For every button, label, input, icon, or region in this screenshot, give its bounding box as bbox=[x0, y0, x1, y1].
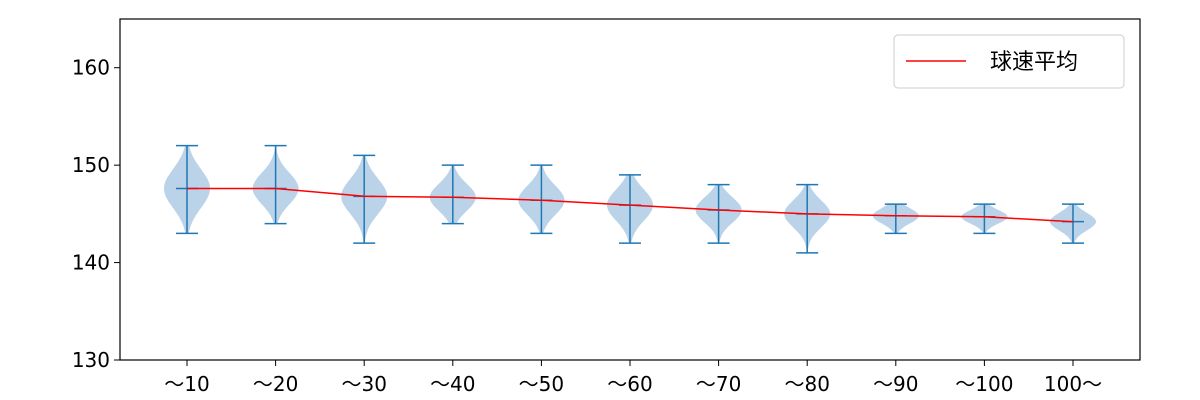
y-tick-label: 160 bbox=[72, 56, 110, 80]
y-tick-label: 150 bbox=[72, 153, 110, 177]
x-tick-label: ～50 bbox=[519, 372, 564, 396]
x-tick-label: ～60 bbox=[607, 372, 652, 396]
legend-box bbox=[893, 34, 1125, 89]
mean-line bbox=[187, 187, 1074, 223]
legend: 球速平均 bbox=[893, 34, 1125, 89]
x-tick-label: ～20 bbox=[253, 372, 298, 396]
violins-layer bbox=[164, 144, 1096, 254]
x-tick-label: ～100 bbox=[955, 372, 1013, 396]
x-tick-label: ～30 bbox=[341, 372, 386, 396]
x-axis: ～10 ～20 ～30 ～40 ～50 ～60 ～70 ～80 ～90 ～100 100～ bbox=[164, 360, 1102, 396]
legend-label: 球速平均 bbox=[990, 50, 1078, 75]
x-tick-label: ～40 bbox=[430, 372, 475, 396]
x-tick-label: ～90 bbox=[873, 372, 918, 396]
mean-line-layer bbox=[187, 187, 1074, 223]
x-tick-label: ～10 bbox=[164, 372, 209, 396]
x-tick-label: ～80 bbox=[784, 372, 829, 396]
y-axis: 130 140 150 160 bbox=[72, 56, 120, 372]
x-tick-label: ～70 bbox=[696, 372, 741, 396]
y-tick-label: 130 bbox=[72, 348, 110, 372]
y-tick-label: 140 bbox=[72, 251, 110, 275]
x-tick-label: 100～ bbox=[1044, 372, 1102, 396]
